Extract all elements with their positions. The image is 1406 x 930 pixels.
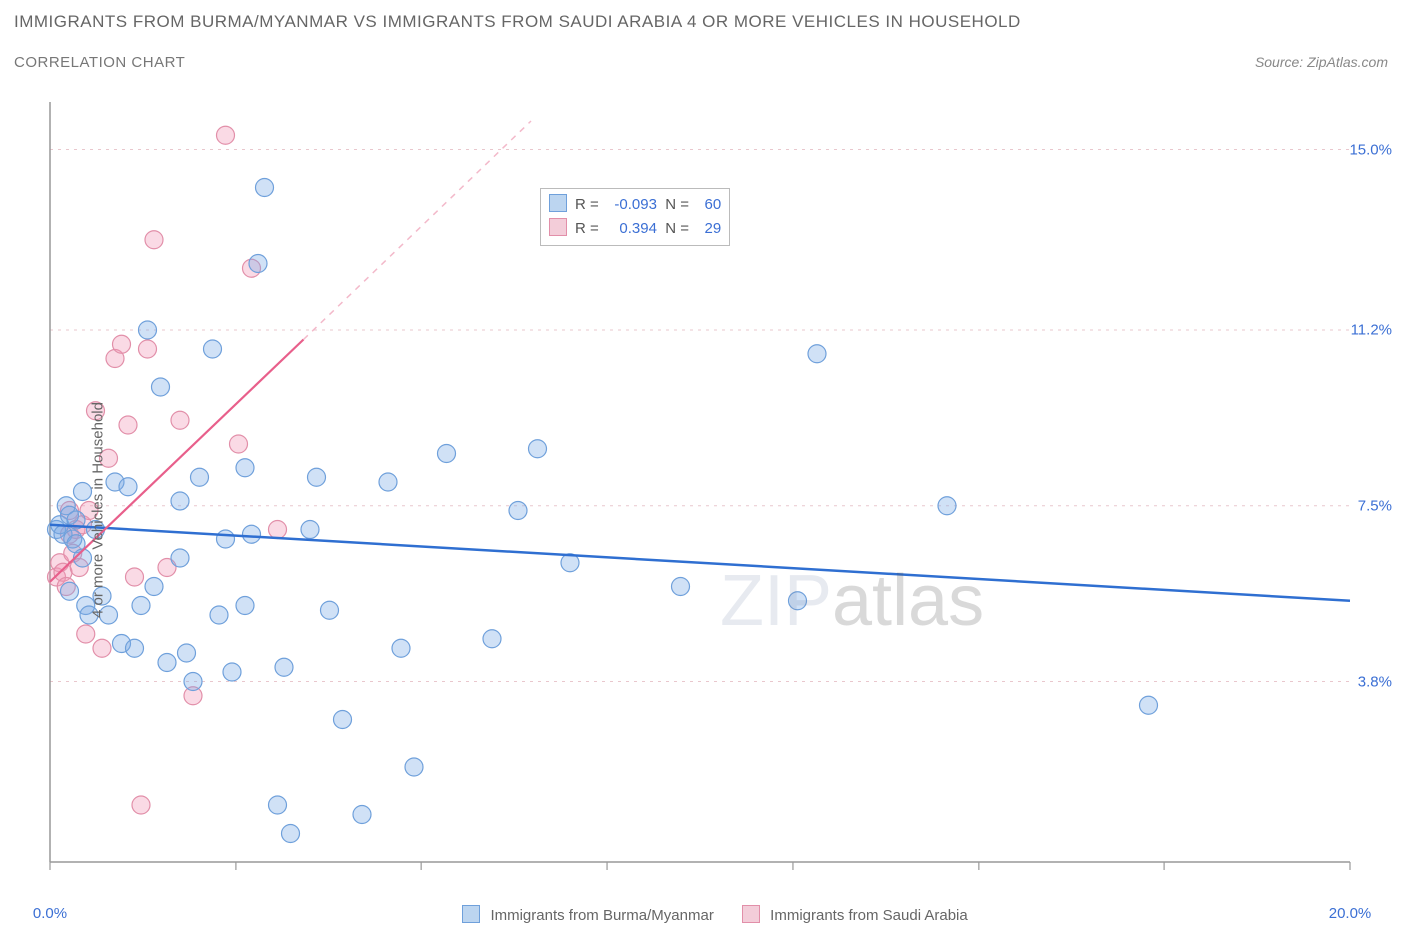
chart-subtitle: CORRELATION CHART xyxy=(14,54,185,71)
legend-swatch-saudi xyxy=(742,905,760,923)
series-legend: Immigrants from Burma/Myanmar Immigrants… xyxy=(0,905,1406,924)
correlation-legend: R = -0.093 N = 60R = 0.394 N = 29 xyxy=(540,188,730,246)
source-name: ZipAtlas.com xyxy=(1307,54,1388,70)
y-tick-label: 11.2% xyxy=(1351,322,1392,339)
y-tick-label: 7.5% xyxy=(1358,497,1392,514)
chart-container: IMMIGRANTS FROM BURMA/MYANMAR VS IMMIGRA… xyxy=(0,0,1406,930)
source-prefix: Source: xyxy=(1255,54,1307,70)
legend-row-burma: R = -0.093 N = 60 xyxy=(549,193,721,217)
y-tick-label: 15.0% xyxy=(1349,141,1392,158)
chart-area: 4 or more Vehicles in Household 3.8% 7.5%… xyxy=(0,90,1406,930)
legend-row-saudi: R = 0.394 N = 29 xyxy=(549,217,721,241)
y-tick-label: 3.8% xyxy=(1358,673,1392,690)
chart-title: IMMIGRANTS FROM BURMA/MYANMAR VS IMMIGRA… xyxy=(14,12,1021,32)
legend-swatch-burma xyxy=(462,905,480,923)
legend-label-burma: Immigrants from Burma/Myanmar xyxy=(490,907,713,924)
source-attribution: Source: ZipAtlas.com xyxy=(1255,54,1388,70)
y-axis-label: 4 or more Vehicles in Household xyxy=(89,402,106,618)
legend-label-saudi: Immigrants from Saudi Arabia xyxy=(770,907,968,924)
